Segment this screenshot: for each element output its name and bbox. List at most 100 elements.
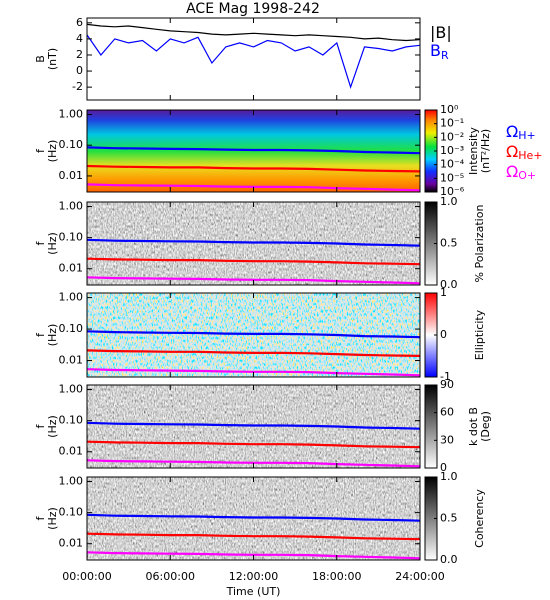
- colorbar-tick-label: 90: [440, 378, 454, 391]
- axis-label-line: (Hz): [46, 232, 59, 255]
- colorbar-tick-label: 1.0: [440, 195, 458, 208]
- series-line: [86, 238, 421, 247]
- series-line: [86, 164, 421, 173]
- panel: 1.000.100.01f (Hz)10⁰10⁻¹10⁻²10⁻³10⁻⁴10⁻⁵…: [34, 103, 543, 198]
- colorbar-tick-label: 0.5: [440, 512, 458, 525]
- legend-label: |B|: [430, 23, 452, 42]
- axis-label-line: (Hz): [46, 140, 59, 163]
- y-tick-label: 0.01: [59, 537, 84, 550]
- y-tick-label: 0.10: [59, 138, 84, 151]
- series-line: [86, 349, 421, 357]
- axis-label: f (Hz): [34, 415, 59, 438]
- colorbar-tick-label: 1.0: [440, 470, 458, 483]
- colorbar-tick-label: 1: [440, 286, 447, 299]
- axis-label-line: (Hz): [46, 507, 59, 530]
- colorbar-tick-label: 0: [440, 328, 447, 341]
- axis-label: f (Hz): [34, 140, 59, 163]
- axis-label-line: % Polarization: [473, 205, 486, 283]
- plot-frame: [86, 17, 421, 101]
- colorbar-tick-label: 10⁻¹: [440, 117, 464, 130]
- colorbar-tick-label: 10⁻⁶: [440, 185, 465, 198]
- colorbar-tick-label: 10⁻⁴: [440, 158, 465, 171]
- colorbar-tick-label: 10⁻⁵: [440, 171, 464, 184]
- x-tick-label: 06:00:00: [146, 570, 195, 583]
- colorbar: [424, 384, 438, 469]
- colorbar-tick-label: 0.0: [440, 278, 458, 291]
- legend-label: ΩH+: [506, 122, 536, 143]
- series-line: [86, 23, 421, 42]
- legend-subscript: R: [441, 49, 449, 62]
- legend-name: |B|: [430, 23, 452, 42]
- axis-label-line: f: [34, 240, 47, 245]
- y-tick-label: 1.00: [59, 200, 84, 213]
- colorbar-tick-label: 10⁻³: [440, 144, 464, 157]
- panel: 1.000.100.01f (Hz)0.00.51.0% Polarization: [34, 195, 486, 291]
- y-tick-label: 0.01: [59, 445, 84, 458]
- series-line: [86, 368, 421, 377]
- series-line: [86, 421, 421, 430]
- axis-label: % Polarization: [473, 205, 486, 283]
- x-axis-label: Time (UT): [226, 585, 281, 598]
- legend-subscript: O+: [518, 169, 536, 182]
- series-line: [86, 551, 421, 560]
- colorbar-tick-label: 0: [440, 461, 447, 474]
- chart-title: ACE Mag 1998-242: [186, 1, 320, 17]
- axis-label-line: f: [34, 332, 47, 337]
- y-tick-label: 0: [76, 64, 83, 77]
- y-tick-label: 0.10: [59, 231, 84, 244]
- axis-label-line: k dot B: [467, 407, 480, 446]
- series-line: [86, 34, 421, 90]
- axis-label: Intensity (nT²/Hz): [467, 127, 492, 175]
- axis-label: f (Hz): [34, 324, 59, 347]
- legend-name: Ω: [506, 122, 518, 141]
- axis-label: Coherency: [473, 489, 486, 548]
- axis-label-line: (Deg): [479, 411, 492, 442]
- series-line: [86, 330, 421, 339]
- y-tick-label: 4: [76, 32, 83, 45]
- series-line: [86, 513, 421, 522]
- y-tick-label: 0.01: [59, 262, 84, 275]
- legend-name: B: [430, 41, 441, 60]
- axis-label: f (Hz): [34, 232, 59, 255]
- series-line: [86, 183, 421, 192]
- axis-label: Ellipticity: [473, 309, 486, 360]
- y-tick-label: 0.10: [59, 414, 84, 427]
- y-tick-label: 0.10: [59, 506, 84, 519]
- panel: 1.00 0.10 0.01 00:00:00 06:00:00 12:00:00 18:0…: [34, 470, 486, 598]
- colorbar-tick-label: 30: [440, 433, 454, 446]
- axis-label-line: B: [34, 55, 47, 63]
- y-tick-label: 2: [76, 48, 83, 61]
- colorbar-tick-label: -1: [440, 370, 451, 383]
- colorbar-tick-label: 10⁰: [440, 103, 459, 116]
- series-line: [86, 459, 421, 468]
- colorbar-tick-label: 60: [440, 406, 454, 419]
- y-tick-label: -2: [72, 80, 83, 93]
- legend-label: ΩO+: [506, 162, 536, 183]
- legend-label: BR: [430, 41, 449, 63]
- y-tick-label: 1.00: [59, 291, 84, 304]
- x-tick-label: 24:00:00: [395, 570, 444, 583]
- legend-label: ΩHe+: [506, 142, 543, 163]
- legend-name: Ω: [506, 162, 518, 181]
- axis-label-line: f: [34, 515, 47, 520]
- y-tick-label: 1.00: [59, 475, 84, 488]
- axis-label-line: (nT): [46, 48, 59, 70]
- series-line: [86, 532, 421, 541]
- x-tick-label: 12:00:00: [229, 570, 278, 583]
- spectrogram-image: [87, 293, 420, 377]
- y-tick-label: 1.00: [59, 107, 84, 120]
- y-tick-label: 0.01: [59, 354, 84, 367]
- series-line: [86, 276, 421, 285]
- series-line: [86, 257, 421, 266]
- series-line: [86, 146, 421, 155]
- axis-label-line: (Hz): [46, 324, 59, 347]
- series-line: [86, 440, 421, 449]
- y-tick-label: 1.00: [59, 383, 84, 396]
- y-tick-label: 6: [76, 16, 83, 29]
- axis-label: k dot B (Deg): [467, 407, 492, 446]
- legend-subscript: He+: [518, 149, 542, 162]
- axis-label-line: Coherency: [473, 489, 486, 548]
- legend-name: Ω: [506, 142, 518, 161]
